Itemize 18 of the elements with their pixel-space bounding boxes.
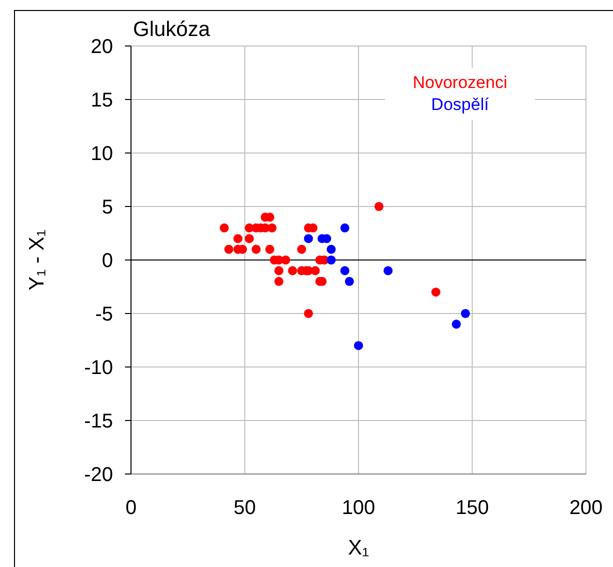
y-tick-label: -5: [95, 304, 113, 326]
chart-title: Glukóza: [133, 18, 210, 42]
y-axis-title: Y₁ - X₁: [26, 230, 49, 290]
y-tick-label: 15: [90, 90, 113, 112]
x-tick-label: 0: [125, 497, 137, 520]
y-tick-label: -20: [84, 464, 113, 486]
y-tick-label: -15: [84, 410, 113, 433]
x-tick-label: 50: [234, 497, 256, 520]
x-axis-title: X₁: [348, 536, 370, 560]
x-tick-label: 150: [456, 497, 489, 520]
y-tick-label: -10: [84, 357, 113, 380]
x-tick-label: 100: [342, 497, 376, 520]
y-tick-label: 10: [90, 143, 113, 166]
x-tick-label: 200: [569, 497, 603, 520]
y-tick-label: 20: [90, 36, 113, 58]
y-tick-label: 5: [102, 196, 113, 219]
legend-box: Novorozenci Dospělí: [385, 68, 535, 120]
y-tick-label: 0: [102, 250, 113, 272]
